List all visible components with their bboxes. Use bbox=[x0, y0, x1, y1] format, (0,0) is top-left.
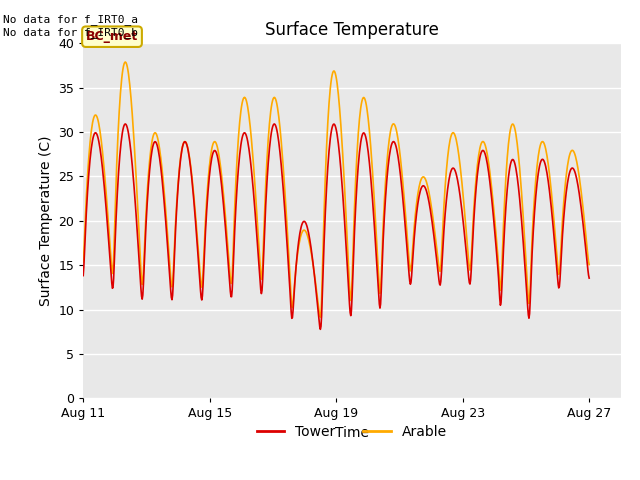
Text: BC_met: BC_met bbox=[86, 30, 138, 43]
Y-axis label: Surface Temperature (C): Surface Temperature (C) bbox=[39, 135, 52, 306]
Title: Surface Temperature: Surface Temperature bbox=[265, 21, 439, 39]
Legend: Tower, Arable: Tower, Arable bbox=[251, 420, 453, 445]
X-axis label: Time: Time bbox=[335, 426, 369, 440]
Text: No data for f_IRT0_a
No data for f_IRT0_b: No data for f_IRT0_a No data for f_IRT0_… bbox=[3, 14, 138, 38]
